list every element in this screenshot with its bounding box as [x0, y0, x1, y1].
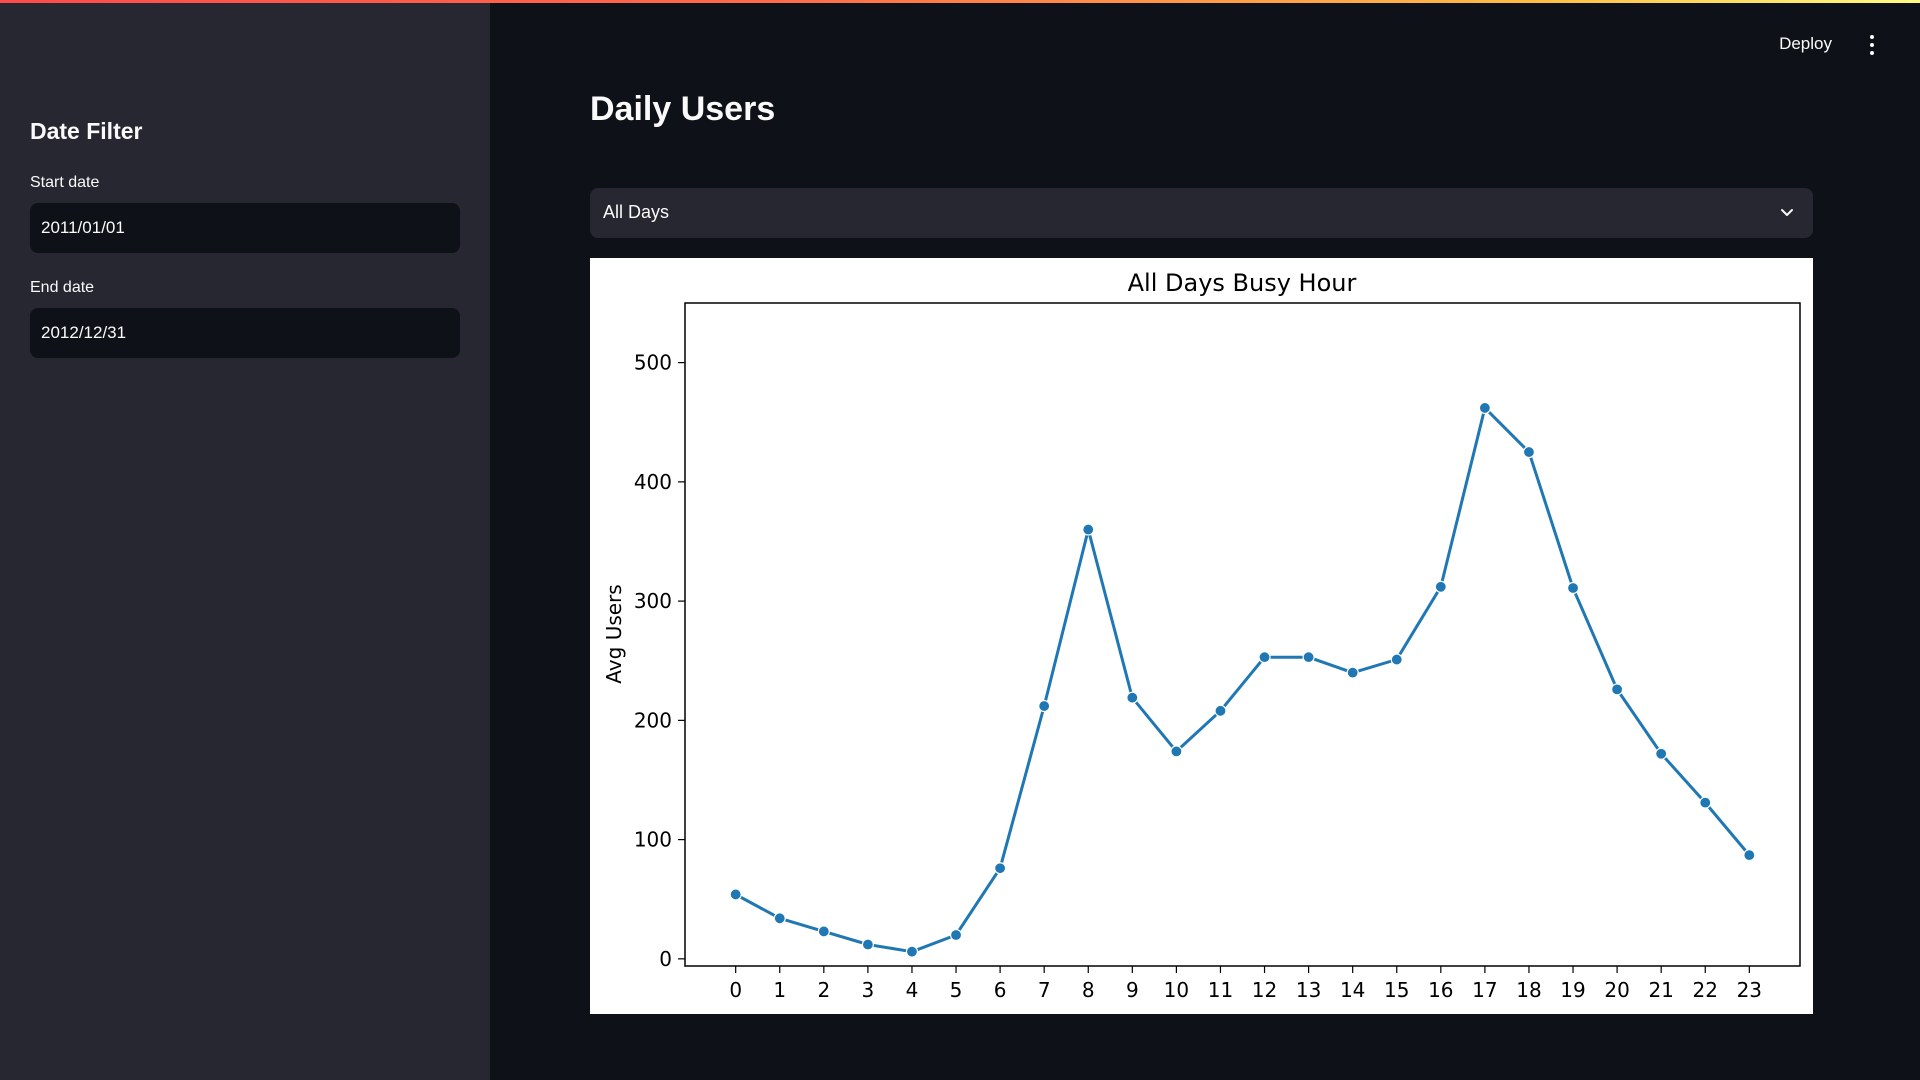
- x-tick-label: 3: [862, 978, 875, 1002]
- x-tick-label: 12: [1252, 978, 1277, 1002]
- start-date-input[interactable]: [30, 203, 460, 253]
- x-tick-label: 8: [1082, 978, 1095, 1002]
- end-date-input[interactable]: [30, 308, 460, 358]
- x-tick-label: 2: [817, 978, 830, 1002]
- day-select-value: All Days: [603, 202, 670, 222]
- data-point: [994, 862, 1007, 875]
- x-tick-label: 16: [1428, 978, 1453, 1002]
- deploy-button[interactable]: Deploy: [1773, 30, 1838, 58]
- x-tick-label: 21: [1648, 978, 1673, 1002]
- y-tick-label: 100: [634, 828, 672, 852]
- x-tick-label: 14: [1340, 978, 1365, 1002]
- data-point: [1126, 691, 1139, 704]
- x-tick-label: 10: [1164, 978, 1189, 1002]
- y-tick-label: 0: [659, 947, 672, 971]
- x-tick-label: 4: [906, 978, 919, 1002]
- data-point: [1566, 581, 1580, 595]
- end-date-label: End date: [30, 279, 95, 296]
- x-tick-label: 15: [1384, 978, 1409, 1002]
- data-point: [1611, 683, 1624, 696]
- x-tick-label: 9: [1126, 978, 1139, 1002]
- series-line: [734, 406, 1751, 954]
- y-tick-label: 500: [634, 351, 672, 375]
- data-point: [1346, 666, 1359, 679]
- x-tick-label: 7: [1038, 978, 1051, 1002]
- x-tick-label: 6: [994, 978, 1007, 1002]
- data-point: [1743, 849, 1756, 862]
- app-header: Deploy: [490, 0, 1920, 90]
- y-tick-label: 200: [634, 708, 672, 732]
- data-point: [773, 912, 786, 925]
- chevron-down-icon: [1781, 209, 1793, 216]
- data-point: [1522, 445, 1536, 459]
- data-point: [1258, 651, 1271, 664]
- x-tick-label: 19: [1560, 978, 1585, 1002]
- data-point: [1302, 651, 1315, 664]
- data-point: [949, 928, 963, 942]
- data-point: [1390, 653, 1403, 666]
- x-tick-label: 20: [1604, 978, 1629, 1002]
- x-tick-label: 13: [1296, 978, 1321, 1002]
- data-point: [905, 945, 919, 958]
- x-tick-label: 17: [1472, 978, 1497, 1002]
- app-accent-bar: [0, 0, 1920, 3]
- x-tick-label: 1: [773, 978, 786, 1002]
- day-select[interactable]: All Days: [590, 188, 1813, 238]
- sidebar: Date Filter Start date End date: [0, 0, 490, 1080]
- x-tick-label: 11: [1208, 978, 1233, 1002]
- data-point: [729, 888, 742, 901]
- x-tick-label: 5: [950, 978, 963, 1002]
- data-point: [1655, 747, 1668, 760]
- page-title: Daily Users: [590, 90, 776, 128]
- x-tick-label: 22: [1693, 978, 1718, 1002]
- data-point: [817, 925, 830, 938]
- chart-title: All Days Busy Hour: [1128, 269, 1357, 297]
- data-point: [1478, 401, 1491, 415]
- data-point: [1082, 523, 1095, 536]
- x-tick-label: 23: [1737, 978, 1762, 1002]
- y-tick-label: 300: [634, 589, 672, 613]
- data-point: [1170, 745, 1183, 758]
- chart-container: 0 100 200 300 400 500 0 1 2 3 4 5 6 7 8 9 10 11 12 13 14 15 16…: [590, 258, 1813, 1014]
- data-point: [1038, 699, 1051, 713]
- x-tick-label: 0: [729, 978, 742, 1002]
- start-date-label: Start date: [30, 174, 100, 191]
- data-point: [861, 938, 874, 951]
- plot-frame: [684, 302, 1801, 967]
- data-point: [1214, 704, 1227, 717]
- sidebar-title: Date Filter: [30, 118, 143, 144]
- data-point: [1434, 580, 1447, 593]
- y-axis-label: Avg Users: [602, 584, 626, 683]
- y-tick-label: 400: [634, 470, 672, 494]
- more-vertical-icon[interactable]: [1862, 32, 1882, 58]
- x-tick-label: 18: [1516, 978, 1541, 1002]
- data-point: [1699, 796, 1712, 809]
